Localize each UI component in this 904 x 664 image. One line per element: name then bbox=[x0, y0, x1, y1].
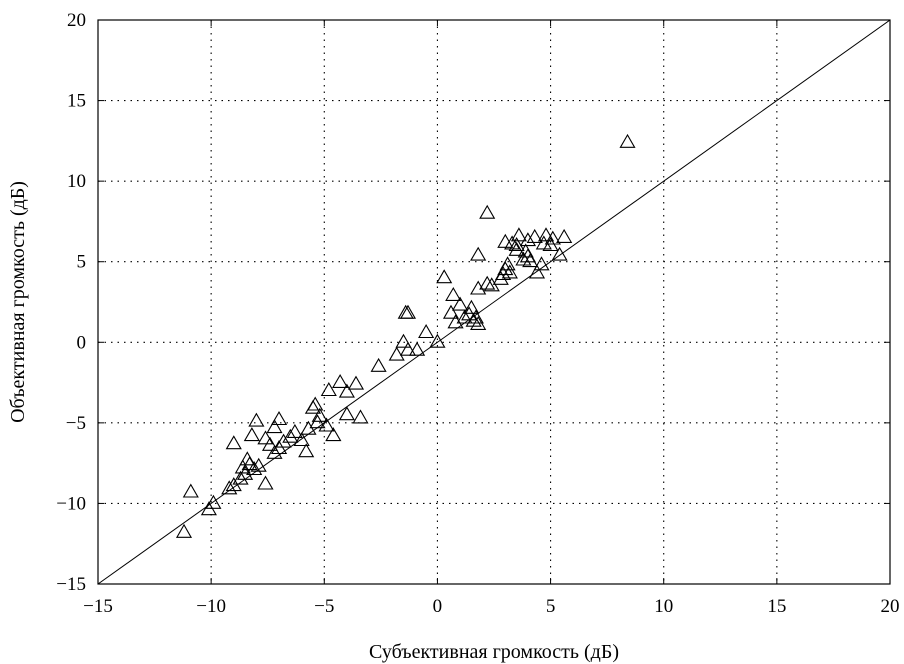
data-point-triangle bbox=[479, 275, 496, 290]
x-tick-label: −15 bbox=[83, 596, 113, 617]
data-point-triangle bbox=[551, 246, 568, 261]
plot-frame bbox=[97, 19, 891, 585]
data-point-triangle bbox=[352, 409, 369, 424]
data-point-triangle bbox=[370, 357, 387, 372]
data-point-triangle bbox=[497, 233, 514, 248]
data-point-triangle bbox=[266, 419, 283, 434]
x-tick-label: −10 bbox=[196, 596, 226, 617]
data-point-triangle bbox=[526, 228, 543, 243]
y-tick-label: 15 bbox=[67, 91, 86, 112]
data-point-triangle bbox=[463, 299, 480, 314]
x-tick-label: 15 bbox=[767, 596, 786, 617]
data-point-triangle bbox=[239, 451, 256, 466]
data-point-triangle bbox=[286, 423, 303, 438]
data-point-triangle bbox=[447, 314, 464, 329]
data-point-triangle bbox=[338, 406, 355, 421]
reference-line bbox=[97, 19, 891, 585]
data-point-triangle bbox=[397, 304, 414, 319]
data-point-triangle bbox=[445, 287, 462, 301]
data-point-triangle bbox=[311, 407, 328, 422]
data-point-triangle bbox=[522, 253, 539, 268]
data-point-triangle bbox=[293, 431, 310, 447]
data-point-triangle bbox=[257, 475, 274, 490]
x-axis-title: Субъективная громкость (дБ) bbox=[369, 641, 619, 663]
y-tick-label: 10 bbox=[67, 171, 86, 192]
x-tick-label: 0 bbox=[433, 596, 443, 617]
y-tick-labels: −15 −10 −5 0 5 10 15 20 bbox=[56, 10, 86, 595]
data-point-triangle bbox=[309, 414, 326, 429]
data-point-triangle bbox=[282, 428, 299, 443]
y-axis-title: Объективная громкость (дБ) bbox=[7, 181, 29, 423]
reference-line-layer bbox=[97, 19, 891, 585]
x-tick-label: 5 bbox=[546, 596, 556, 617]
data-point-triangle bbox=[436, 269, 453, 284]
data-point-triangle bbox=[221, 480, 238, 495]
data-point-triangle bbox=[418, 323, 435, 339]
data-point-triangle bbox=[508, 236, 525, 252]
data-point-triangle bbox=[533, 256, 550, 271]
data-point-triangle bbox=[537, 227, 555, 242]
x-tick-label: 20 bbox=[881, 596, 900, 617]
y-tick-label: −5 bbox=[66, 413, 86, 434]
data-point-triangle bbox=[175, 523, 193, 538]
data-point-triangle bbox=[519, 232, 537, 247]
data-point-triangle bbox=[479, 204, 496, 219]
data-point-triangle bbox=[232, 470, 249, 485]
data-point-triangle bbox=[467, 309, 484, 324]
data-point-triangle bbox=[456, 309, 473, 324]
y-tick-label: 5 bbox=[77, 252, 87, 273]
data-point-triangle bbox=[298, 443, 315, 458]
data-point-triangle bbox=[182, 483, 199, 498]
data-point-triangle bbox=[234, 459, 251, 474]
y-tick-label: 20 bbox=[67, 10, 86, 31]
y-tick-label: −10 bbox=[56, 493, 86, 514]
data-point-triangle bbox=[442, 304, 460, 319]
x-tick-label: 10 bbox=[654, 596, 673, 617]
data-point-triangle bbox=[257, 430, 274, 445]
data-point-triangle bbox=[266, 444, 283, 459]
data-point-triangle bbox=[307, 396, 324, 411]
data-point-triangle bbox=[395, 333, 412, 348]
data-point-triangle bbox=[556, 228, 573, 243]
tick-marks bbox=[97, 19, 891, 585]
data-point-triangle bbox=[470, 246, 487, 261]
data-point-triangle bbox=[470, 280, 487, 295]
data-point-triangle bbox=[347, 375, 365, 390]
y-tick-label: 0 bbox=[77, 332, 87, 353]
data-point-triangle bbox=[320, 381, 337, 397]
data-point-triangle bbox=[399, 341, 417, 356]
data-point-triangle bbox=[332, 374, 349, 388]
data-point-triangle bbox=[510, 227, 527, 242]
data-point-triangle bbox=[399, 304, 417, 319]
data-point-triangle bbox=[338, 383, 355, 398]
data-point-triangle bbox=[408, 341, 426, 356]
x-tick-label: −5 bbox=[314, 596, 334, 617]
data-point-triangle bbox=[243, 427, 260, 442]
data-point-triangle bbox=[261, 436, 279, 451]
data-points bbox=[175, 133, 636, 538]
data-point-triangle bbox=[429, 333, 446, 348]
data-point-triangle bbox=[205, 494, 222, 509]
data-point-triangle bbox=[504, 235, 521, 250]
data-point-triangle bbox=[325, 427, 342, 442]
data-point-triangle bbox=[246, 460, 263, 476]
data-point-triangle bbox=[225, 435, 242, 450]
data-point-triangle bbox=[470, 316, 487, 330]
data-point-triangle bbox=[619, 133, 636, 148]
data-point-triangle bbox=[501, 264, 518, 279]
data-point-triangle bbox=[275, 433, 292, 448]
data-point-triangle bbox=[508, 241, 525, 256]
data-point-triangle bbox=[318, 417, 335, 432]
y-tick-label: −15 bbox=[56, 574, 86, 595]
data-point-triangle bbox=[270, 410, 288, 426]
x-tick-labels: −15 −10 −5 0 5 10 15 20 bbox=[83, 596, 899, 617]
data-point-triangle bbox=[544, 230, 561, 245]
data-point-triangle bbox=[388, 346, 405, 361]
data-point-triangle bbox=[451, 296, 469, 311]
data-point-triangle bbox=[528, 264, 546, 279]
data-point-triangle bbox=[248, 412, 265, 427]
